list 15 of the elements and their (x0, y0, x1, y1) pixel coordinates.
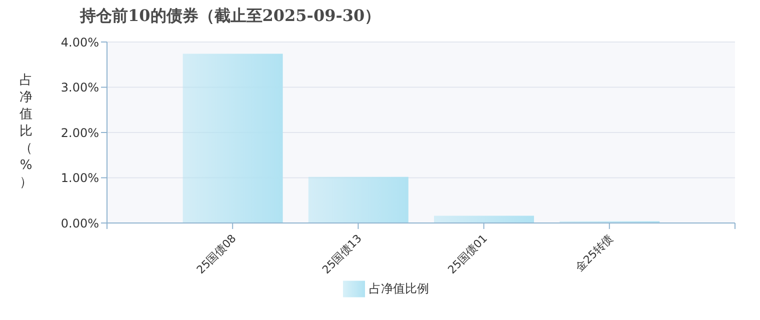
bar (182, 54, 283, 223)
bar (434, 216, 534, 223)
legend-label: 占净值比例 (369, 281, 429, 296)
x-tick-label: 25国债13 (320, 232, 364, 276)
y-axis-title: 占净值比（%） (18, 72, 34, 191)
x-tick-label: 25国债08 (194, 232, 239, 276)
y-tick-label: 4.00% (60, 35, 99, 50)
y-tick-label: 3.00% (60, 80, 99, 95)
y-tick-label: 2.00% (60, 126, 99, 140)
y-tick-label: 1.00% (60, 171, 99, 186)
bar (308, 176, 408, 223)
y-tick-label: 0.00% (60, 216, 99, 230)
x-tick-label: 25国债01 (445, 232, 490, 276)
x-tick-label: 金25转债 (573, 232, 616, 274)
chart-title: 持仓前10的债券（截止至2025-09-30） (80, 6, 381, 27)
